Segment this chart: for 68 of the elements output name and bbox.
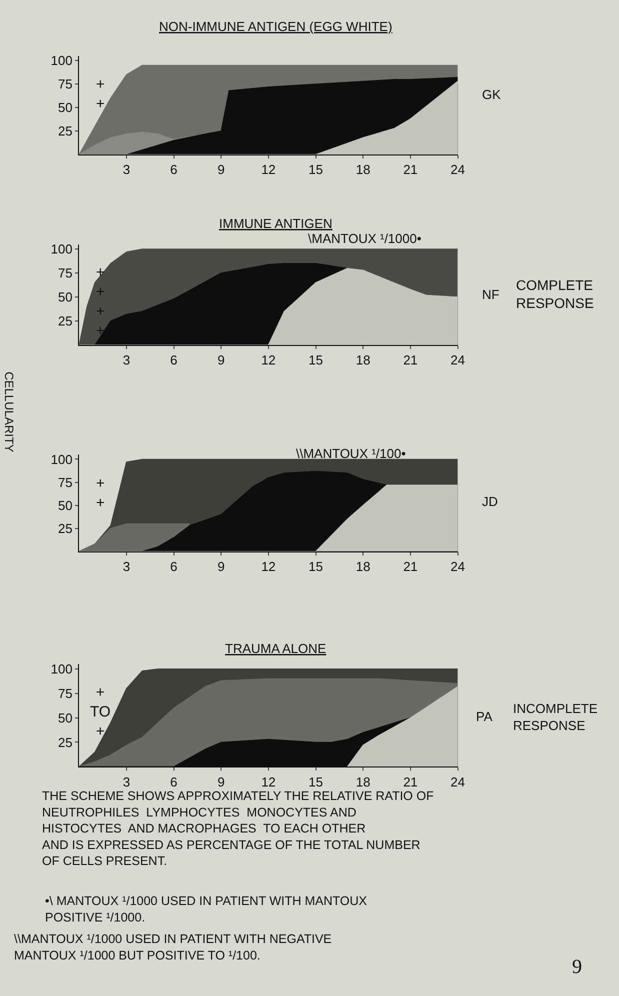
x-tick-label: 12 [261,162,276,178]
x-tick-label: 12 [261,774,276,790]
chart-title: IMMUNE ANTIGEN [219,216,332,231]
chart-title: TRAUMA ALONE [225,641,326,656]
x-tick-label: 21 [403,162,418,178]
x-tick-label: 6 [170,352,178,368]
x-tick-label: 9 [217,774,225,790]
x-tick-label: 21 [403,558,418,574]
x-tick-label: 15 [308,162,323,178]
x-tick-label: 18 [356,774,370,790]
x-tick-label: 21 [403,774,418,790]
x-tick-label: 24 [450,162,465,178]
text: GK [482,87,502,102]
annotation: + + [96,475,105,512]
y-tick-label: 75 [58,76,72,92]
x-tick-label: 6 [170,162,178,178]
text: •\ MANTOUX ¹/1000 USED IN PATIENT WITH MANTOUX POSITIVE ¹/1000. [45,894,368,924]
annotation: \MANTOUX ¹/1000• [308,231,422,246]
y-tick-label: 75 [58,686,72,701]
y-tick-label: 50 [58,498,72,513]
y-tick-label: 50 [58,710,72,726]
chart-title: NON-IMMUNE ANTIGEN (EGG WHITE) [159,19,392,34]
x-tick-label: 9 [217,352,225,368]
x-tick-label: 6 [170,558,178,574]
x-tick-label: 3 [122,558,130,574]
x-tick-label: 6 [170,774,178,790]
x-tick-label: 18 [356,162,370,178]
y-tick-label: 25 [58,734,72,750]
x-tick-label: 24 [450,774,465,790]
text: JD [482,494,498,509]
text: PA [476,709,493,724]
x-tick-label: 24 [450,352,465,368]
x-tick-label: 3 [122,352,130,368]
x-tick-label: 12 [261,352,276,368]
x-tick-label: 18 [356,558,370,574]
text: \\MANTOUX ¹/1000 USED IN PATIENT WITH NEGATIVE MANTOUX ¹/1000 BUT POSITIVE TO ¹/100. [14,932,332,962]
y-tick-label: 50 [58,290,72,305]
y-tick-label: 100 [50,242,72,257]
text: CELLULARITY [2,372,16,452]
y-tick-label: 100 [50,661,72,676]
y-tick-label: 100 [50,452,72,467]
y-tick-label: 25 [58,314,72,329]
text: INCOMPLETE RESPONSE [513,701,598,733]
x-tick-label: 21 [403,352,418,368]
annotation: + TO + [90,684,111,740]
y-tick-label: 75 [58,266,72,281]
x-tick-label: 15 [308,352,323,368]
text: COMPLETE RESPONSE [516,277,594,312]
x-tick-label: 15 [308,774,323,790]
x-tick-label: 3 [122,162,130,178]
text: NF [482,287,500,302]
text: 9 [572,956,582,978]
x-tick-label: 24 [450,558,465,574]
x-tick-label: 3 [122,774,130,790]
y-tick-label: 100 [50,53,72,68]
annotation: + + + + [96,264,105,340]
y-tick-label: 25 [58,520,72,536]
annotation: \\MANTOUX ¹/100• [296,446,406,461]
y-tick-label: 25 [58,124,72,139]
x-tick-label: 18 [356,352,370,368]
x-tick-label: 9 [217,162,225,178]
x-tick-label: 15 [308,558,323,574]
y-tick-label: 75 [58,474,72,490]
x-tick-label: 9 [217,558,225,574]
y-tick-label: 50 [58,100,72,116]
text: THE SCHEME SHOWS APPROXIMATELY THE RELATIVE RATIO OF NEUTROPHILES LYMPHOCYTES MONOCYTES AND HISTOCYTES AND MACROPHAGES TO EACH OTHER AND IS EXPRESSED AS PERCENTAGE OF THE TOTAL NUMBER OF CELLS PRESENT. [42,789,434,868]
x-tick-label: 12 [261,558,276,574]
annotation: + + [96,76,105,112]
